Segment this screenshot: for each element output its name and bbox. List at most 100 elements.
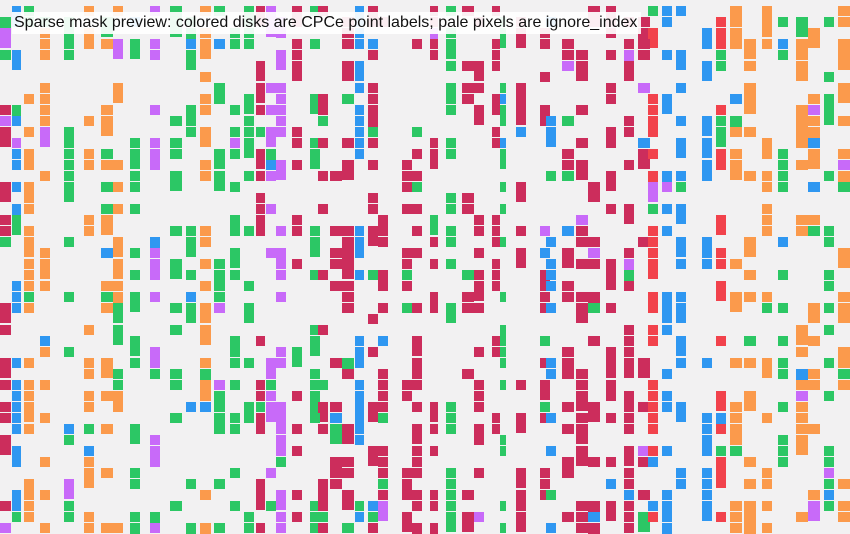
point-label-mark [716,446,726,456]
point-label-mark [492,226,500,236]
point-label-mark [12,490,21,510]
point-label-mark [430,50,438,60]
point-label-mark [796,138,808,148]
point-label-mark [730,413,742,423]
point-label-mark [824,446,834,456]
point-label-mark [0,303,11,323]
point-label-mark [244,226,254,236]
point-label-mark [576,501,588,511]
point-label-mark [230,468,240,478]
point-label-mark [716,248,726,258]
point-label-mark [562,402,574,412]
point-label-mark [430,446,438,456]
point-label-mark [310,39,320,49]
point-label-mark [492,413,500,423]
point-label-mark [0,402,11,412]
point-label-mark [576,424,588,444]
point-label-mark [0,17,11,37]
point-label-mark [540,468,550,478]
point-label-mark [64,50,74,60]
point-label-mark [492,237,500,247]
point-label-mark [412,424,422,444]
point-label-mark [412,182,422,192]
point-label-mark [624,116,634,126]
point-label-mark [446,402,456,412]
point-label-mark [462,204,474,214]
point-label-mark [276,523,286,533]
point-label-mark [40,413,50,423]
point-label-mark [214,402,225,412]
point-label-mark [824,226,834,236]
point-label-mark [762,226,772,236]
point-label-mark [200,72,211,82]
point-label-mark [200,325,211,345]
point-label-mark [838,479,850,489]
point-label-mark [716,149,726,169]
point-label-mark [342,226,354,236]
point-label-mark [778,358,788,368]
point-label-mark [378,303,388,313]
point-label-mark [648,28,658,48]
point-label-mark [492,215,500,225]
point-label-mark [230,127,240,137]
point-label-mark [355,138,364,148]
point-label-mark [378,501,388,521]
point-label-mark [40,127,50,147]
point-label-mark [130,171,140,181]
point-label-mark [838,83,850,103]
point-label-mark [412,457,422,467]
point-label-mark [824,325,834,335]
point-label-mark [186,226,196,236]
point-label-mark [762,182,772,192]
point-label-mark [412,501,422,511]
point-label-mark [200,369,211,389]
point-label-mark [606,94,616,104]
point-label-mark [676,138,686,158]
point-label-mark [0,413,11,423]
point-label-mark [546,116,556,126]
point-label-mark [330,226,342,236]
point-label-mark [540,248,550,258]
point-label-mark [730,39,742,49]
point-label-mark [130,149,140,169]
point-label-mark [662,182,672,192]
point-label-mark [84,226,94,236]
point-label-mark [702,248,712,258]
point-label-mark [101,182,113,192]
point-label-mark [84,28,94,48]
point-label-mark [200,281,211,291]
point-label-mark [84,457,94,467]
point-label-mark [150,237,160,257]
point-label-mark [474,347,484,357]
point-label-mark [676,6,686,16]
point-label-mark [130,336,140,356]
point-label-mark [186,105,196,125]
point-label-mark [492,127,500,137]
point-label-mark [256,413,265,433]
point-label-mark [516,94,526,114]
point-label-mark [12,149,21,159]
point-label-mark [368,347,378,357]
point-label-mark [744,61,756,71]
point-label-mark [402,490,412,500]
point-label-mark [342,292,354,302]
point-label-mark [12,413,21,423]
point-label-mark [378,468,388,478]
point-label-mark [24,226,34,236]
point-label-mark [256,193,265,203]
point-label-mark [412,127,422,137]
point-label-mark [0,105,11,115]
point-label-mark [662,523,672,534]
point-label-mark [101,248,113,258]
point-label-mark [186,237,196,257]
point-label-mark [648,204,658,214]
point-label-mark [824,479,834,489]
point-label-mark [730,292,742,312]
point-label-mark [256,490,265,510]
point-label-mark [101,303,113,313]
point-label-mark [342,160,354,180]
point-label-mark [446,413,456,423]
point-label-mark [624,336,634,346]
point-label-mark [462,369,474,379]
point-label-mark [446,501,456,511]
